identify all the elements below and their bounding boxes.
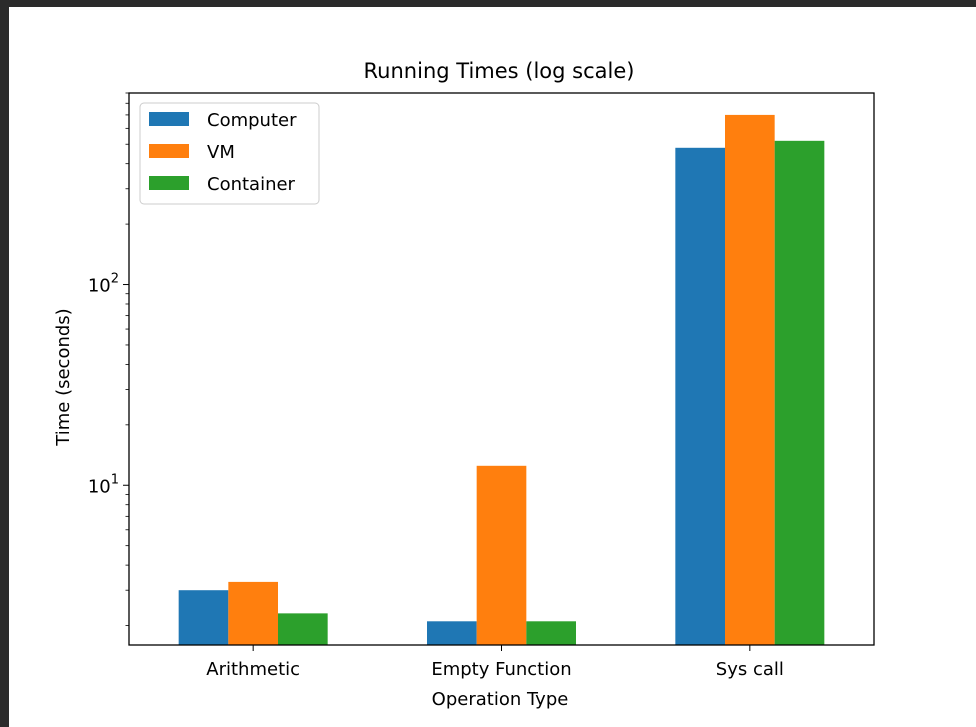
chart: Running Times (log scale) Operation Type…	[53, 59, 875, 710]
chart-title: Running Times (log scale)	[364, 59, 635, 83]
y-ticks: 101 102	[88, 92, 129, 626]
x-axis-label: Operation Type	[432, 689, 569, 710]
bar-vm-empty-function	[476, 465, 527, 645]
legend: Computer VM Container	[139, 102, 320, 205]
legend-label-computer: Computer	[207, 110, 297, 131]
y-axis-label: Time (seconds)	[53, 308, 74, 446]
bar-container-arithmetic	[278, 613, 328, 645]
x-tick-label: Arithmetic	[206, 659, 300, 680]
legend-swatch-vm	[149, 144, 189, 158]
bar-vm-sys-call	[725, 114, 775, 646]
bar-computer-sys-call	[675, 147, 725, 645]
bar-container-sys-call	[774, 140, 825, 645]
x-ticks: Arithmetic Empty Function Sys call	[206, 645, 784, 680]
bar-computer-arithmetic	[178, 590, 229, 645]
plot-frame	[128, 92, 875, 646]
legend-label-container: Container	[207, 174, 296, 195]
legend-swatch-container	[149, 176, 189, 190]
x-tick-label: Sys call	[716, 659, 784, 680]
x-tick-label: Empty Function	[431, 659, 571, 680]
legend-swatch-computer	[149, 112, 189, 126]
y-tick-label: 101	[88, 472, 119, 497]
bars	[178, 114, 825, 646]
legend-label-vm: VM	[207, 142, 235, 163]
bar-container-empty-function	[526, 621, 576, 645]
bar-vm-arithmetic	[228, 581, 278, 645]
figure: Running Times (log scale) Operation Type…	[9, 7, 976, 727]
bar-computer-empty-function	[427, 621, 477, 645]
y-tick-label: 102	[88, 272, 119, 297]
